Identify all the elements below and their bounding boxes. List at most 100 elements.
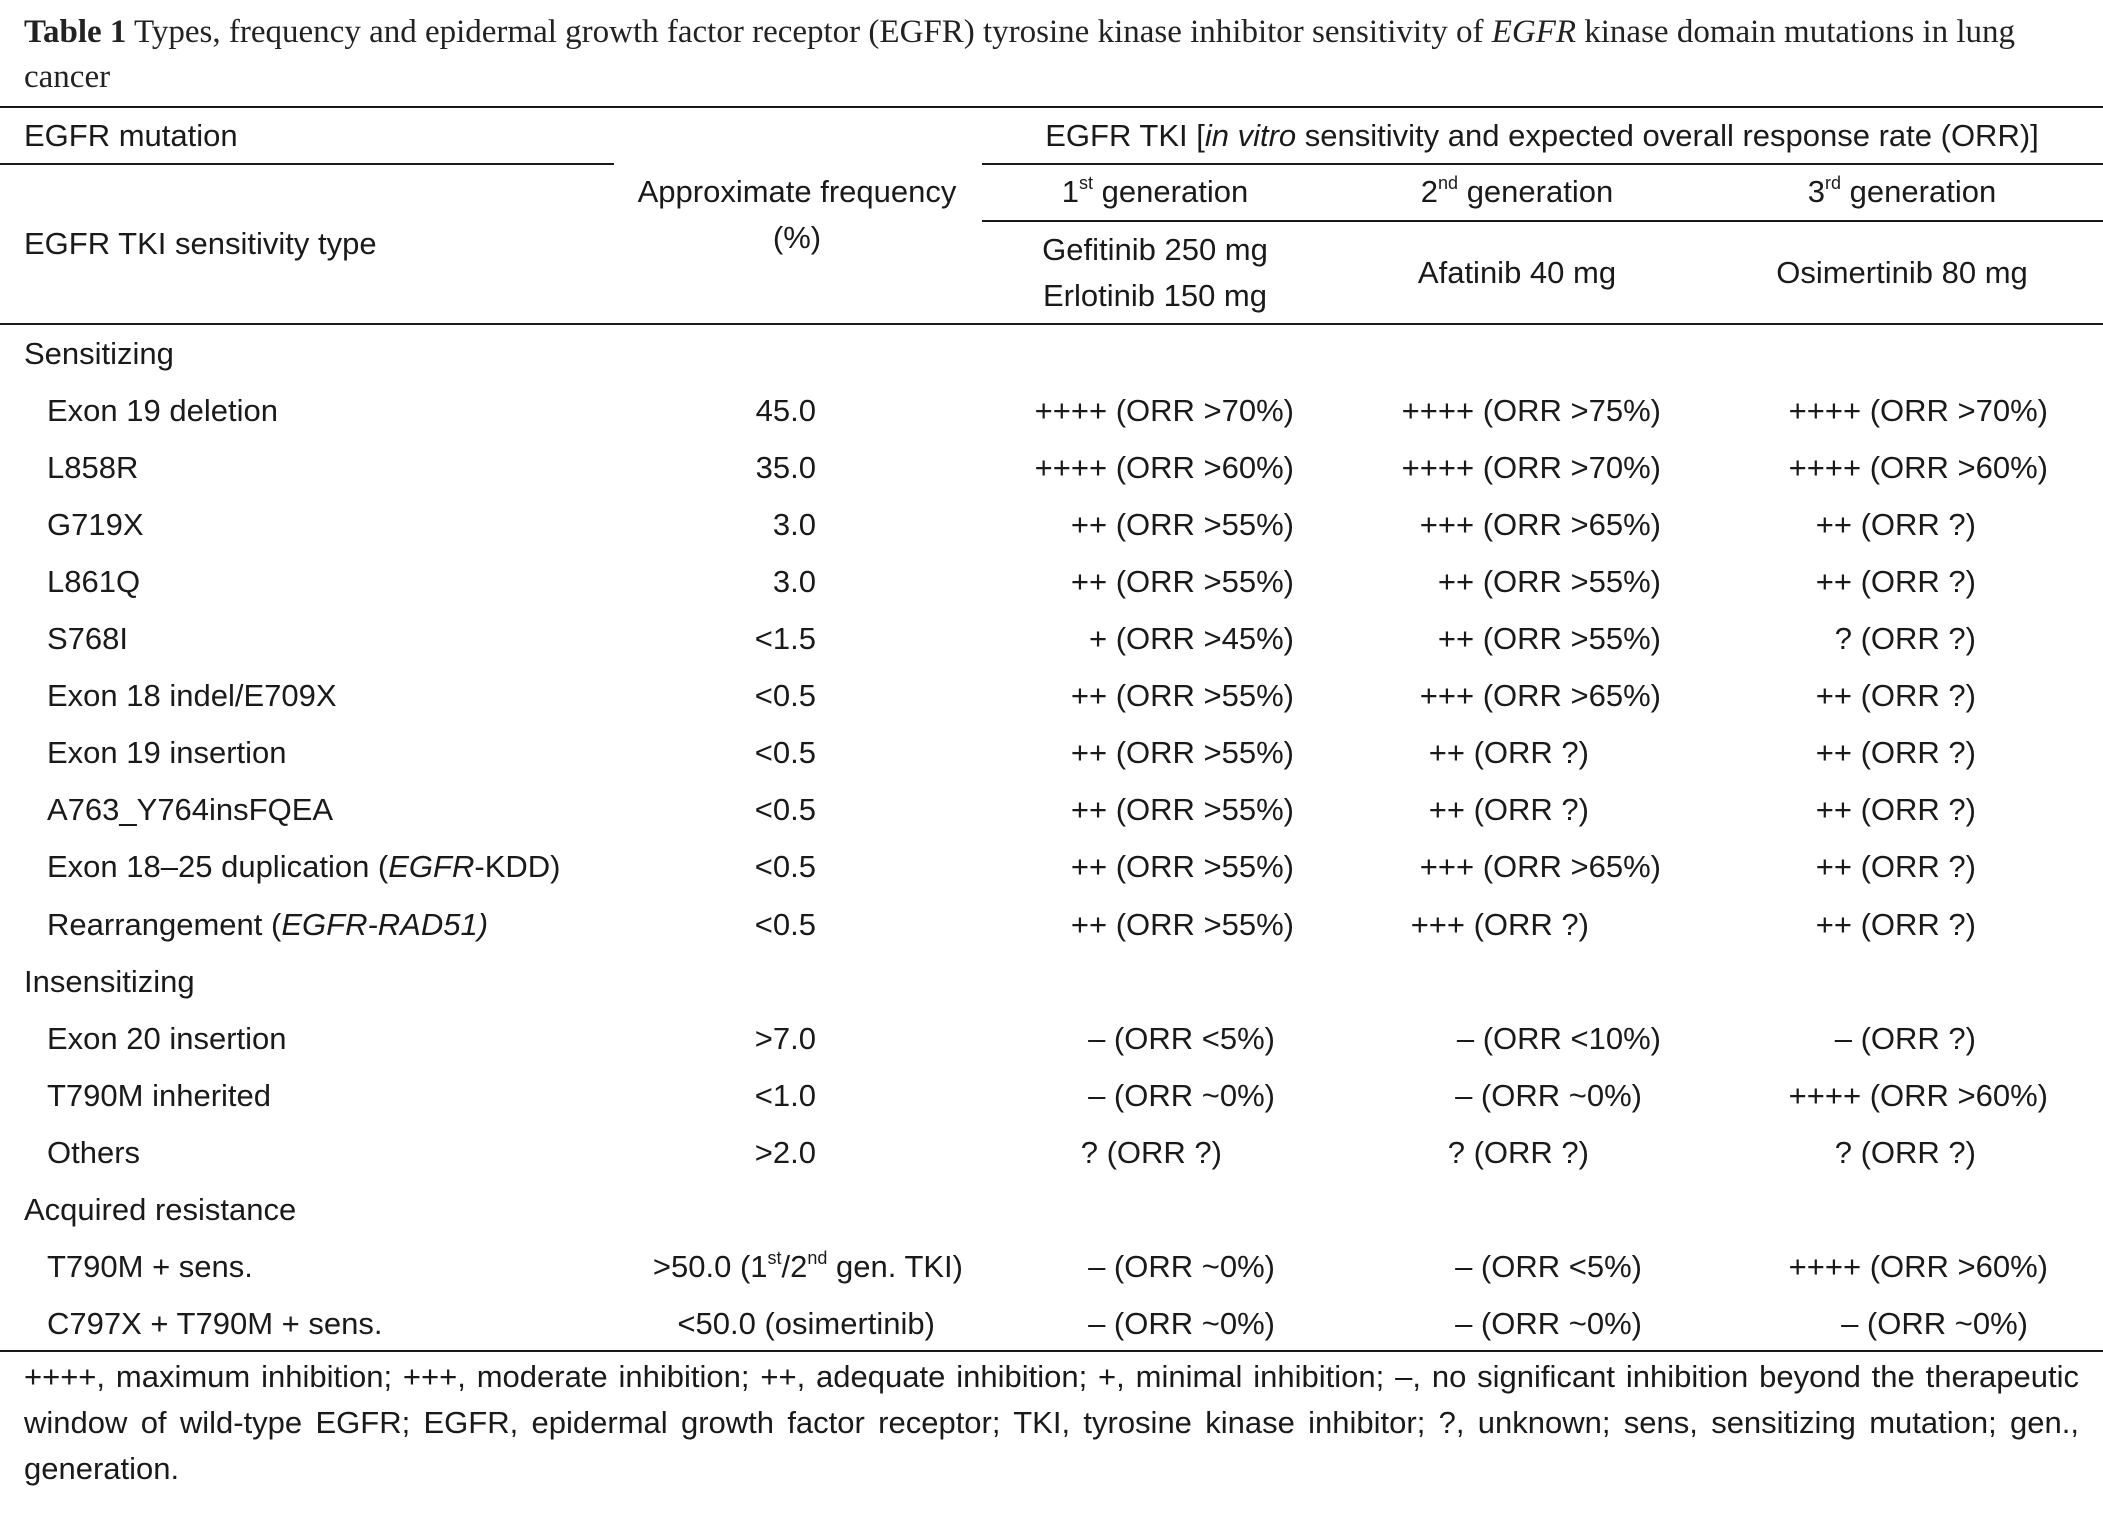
frequency-cell: <0.5 xyxy=(754,849,816,884)
gen3-cell: ? (ORR ?) xyxy=(1834,621,1976,656)
gen2-cell: ++ (ORR ?) xyxy=(1428,735,1589,770)
mutation-cell: Others xyxy=(47,1135,141,1170)
header-gen2: 2nd generation xyxy=(1421,172,1613,212)
gen1-word: generation xyxy=(1093,174,1249,209)
gen3-cell: ++++ (ORR >60%) xyxy=(1788,1078,2048,1113)
gen3-cell: ++++ (ORR >60%) xyxy=(1788,1249,2048,1284)
caption-label: Table 1 xyxy=(24,14,127,50)
mutation-cell: Rearrangement (EGFR-RAD51) xyxy=(47,905,488,945)
gen3-sup: rd xyxy=(1825,172,1842,193)
header-frequency-line1: Approximate frequency xyxy=(637,174,957,209)
gen1-cell: ? (ORR ?) xyxy=(1080,1135,1222,1170)
caption-text-italic: EGFR xyxy=(1491,14,1577,50)
mutation-text-italic: EGFR-RAD51) xyxy=(281,907,489,942)
header-gen1: 1st generation xyxy=(1062,172,1248,212)
mutation-cell: Exon 19 insertion xyxy=(47,735,287,770)
header-bottom-rule xyxy=(0,323,2103,325)
frequency-cell: >7.0 xyxy=(754,1021,816,1056)
header-frequency-line2: (%) xyxy=(772,220,822,255)
gen1-cell: + (ORR >45%) xyxy=(1088,621,1294,656)
mutation-cell: T790M inherited xyxy=(47,1078,272,1113)
mutation-cell: Exon 19 deletion xyxy=(47,393,278,428)
mutation-cell: L861Q xyxy=(47,564,141,599)
caption-text-b: kinase domain mutations in lung cancer xyxy=(24,14,2016,95)
gen3-word: generation xyxy=(1841,174,1997,209)
table-bottom-rule xyxy=(0,1350,2103,1352)
header-drug-osimertinib: Osimertinib 80 mg xyxy=(1776,255,2028,290)
table-footnote: ++++, maximum inhibition; +++, moderate … xyxy=(24,1359,2079,1486)
gen1-cell: – (ORR <5%) xyxy=(1088,1021,1275,1056)
frequency-cell: <0.5 xyxy=(754,907,816,942)
header-drug-gefitinib: Gefitinib 250 mg xyxy=(1042,232,1268,267)
tki-group-text-italic: in vitro xyxy=(1204,118,1297,153)
frequency-cell: 35.0 xyxy=(755,450,816,485)
gen1-cell: ++ (ORR >55%) xyxy=(1070,735,1294,770)
frequency-cell: 3.0 xyxy=(772,507,816,542)
gen3-cell: ++ (ORR ?) xyxy=(1815,849,1976,884)
gen1-cell: ++ (ORR >55%) xyxy=(1070,849,1294,884)
gen3-cell: ++ (ORR ?) xyxy=(1815,564,1976,599)
gen1-cell: ++ (ORR >55%) xyxy=(1070,792,1294,827)
gen3-num: 3 xyxy=(1807,174,1826,209)
header-sensitivity-type: EGFR TKI sensitivity type xyxy=(24,226,377,261)
gen2-cell: ++ (ORR >55%) xyxy=(1437,621,1661,656)
mutation-cell: Exon 18 indel/E709X xyxy=(47,678,337,713)
frequency-cell: <0.5 xyxy=(754,735,816,770)
section-title-acquired-resistance: Acquired resistance xyxy=(24,1192,297,1227)
gen2-cell: ++++ (ORR >70%) xyxy=(1401,450,1661,485)
gen2-cell: +++ (ORR >65%) xyxy=(1419,507,1661,542)
mutation-text-a: Rearrangement ( xyxy=(47,907,282,942)
gen1-cell: – (ORR ~0%) xyxy=(1088,1306,1275,1341)
gen1-cell: ++++ (ORR >60%) xyxy=(1034,450,1294,485)
gen1-cell: ++ (ORR >55%) xyxy=(1070,907,1294,942)
frequency-cell: <50.0 (osimertinib) xyxy=(677,1306,935,1341)
frequency-cell: <0.5 xyxy=(754,678,816,713)
gen3-cell: ++++ (ORR >60%) xyxy=(1788,450,2048,485)
mutation-cell: A763_Y764insFQEA xyxy=(47,792,334,827)
gen3-cell: ? (ORR ?) xyxy=(1834,1135,1976,1170)
gen1-num: 1 xyxy=(1061,174,1080,209)
gen2-cell: – (ORR <5%) xyxy=(1455,1249,1642,1284)
mutation-cell: G719X xyxy=(47,507,144,542)
gen3-cell: ++++ (ORR >70%) xyxy=(1788,393,2048,428)
frequency-cell: 45.0 xyxy=(755,393,816,428)
gen1-cell: ++ (ORR >55%) xyxy=(1070,678,1294,713)
gen1-cell: – (ORR ~0%) xyxy=(1088,1249,1275,1284)
gen2-cell: ++ (ORR >55%) xyxy=(1437,564,1661,599)
gen3-cell: ++ (ORR ?) xyxy=(1815,507,1976,542)
freq-sup-1: st xyxy=(767,1247,782,1268)
mutation-text-a: Exon 18–25 duplication ( xyxy=(47,849,389,884)
mutation-text-b: -KDD) xyxy=(474,849,561,884)
mutation-cell: L858R xyxy=(47,450,139,485)
generation-underline-rule xyxy=(982,220,2103,222)
gen3-cell: – (ORR ?) xyxy=(1834,1021,1976,1056)
gen2-num: 2 xyxy=(1420,174,1439,209)
frequency-cell: <1.5 xyxy=(754,621,816,656)
gen2-cell: +++ (ORR ?) xyxy=(1410,907,1589,942)
table-caption: Table 1 Types, frequency and epidermal g… xyxy=(24,10,2079,100)
gen1-cell: ++ (ORR >55%) xyxy=(1070,507,1294,542)
frequency-cell: >50.0 (1st/2nd gen. TKI) xyxy=(653,1247,963,1287)
freq-sup-2: nd xyxy=(807,1247,828,1268)
gen3-cell: ++ (ORR ?) xyxy=(1815,792,1976,827)
header-drug-afatinib: Afatinib 40 mg xyxy=(1417,255,1617,290)
gen1-cell: ++ (ORR >55%) xyxy=(1070,564,1294,599)
gen3-cell: – (ORR ~0%) xyxy=(1841,1306,2028,1341)
frequency-cell: <1.0 xyxy=(754,1078,816,1113)
mutation-cell: S768I xyxy=(47,621,129,656)
freq-text-c: gen. TKI) xyxy=(827,1249,963,1284)
gen2-cell: – (ORR <10%) xyxy=(1456,1021,1661,1056)
gen2-sup: nd xyxy=(1438,172,1459,193)
gen2-cell: – (ORR ~0%) xyxy=(1455,1306,1642,1341)
mutation-cell: C797X + T790M + sens. xyxy=(47,1306,383,1341)
freq-text-b: /2 xyxy=(781,1249,808,1284)
gen2-cell: ++ (ORR ?) xyxy=(1428,792,1589,827)
frequency-cell: >2.0 xyxy=(754,1135,816,1170)
header-drug-erlotinib: Erlotinib 150 mg xyxy=(1042,278,1268,313)
mutation-cell: T790M + sens. xyxy=(47,1249,253,1284)
tki-group-text-b: sensitivity and expected overall respons… xyxy=(1296,118,2039,153)
gen2-cell: ++++ (ORR >75%) xyxy=(1401,393,1661,428)
gen2-cell: ? (ORR ?) xyxy=(1447,1135,1589,1170)
mutation-cell: Exon 20 insertion xyxy=(47,1021,287,1056)
gen2-cell: +++ (ORR >65%) xyxy=(1419,678,1661,713)
